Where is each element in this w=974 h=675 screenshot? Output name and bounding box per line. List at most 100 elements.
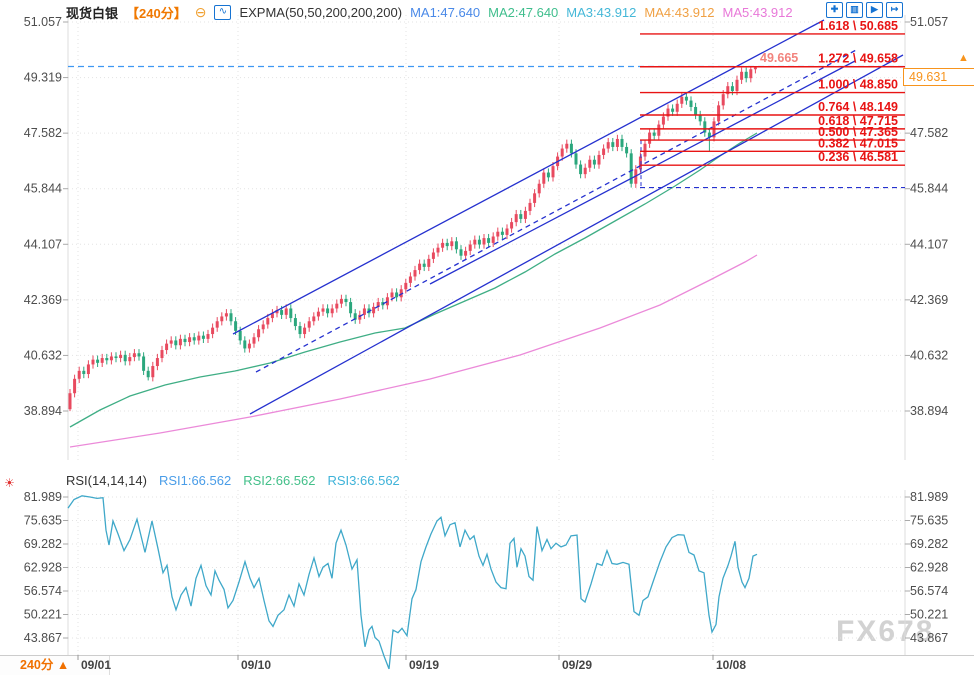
candle-body bbox=[707, 132, 711, 138]
candle-body bbox=[565, 143, 569, 149]
date-label: 09/19 bbox=[409, 658, 439, 672]
candle-body bbox=[312, 316, 316, 322]
candle-body bbox=[726, 86, 730, 95]
rsi-indicator-label[interactable]: RSI(14,14,14) bbox=[66, 473, 147, 488]
price-axis-label-left: 40.632 bbox=[24, 348, 62, 362]
price-axis-label-right: 47.582 bbox=[910, 126, 948, 140]
rsi3-value: RSI3:66.562 bbox=[327, 473, 400, 488]
candle-body bbox=[717, 105, 721, 122]
candle-body bbox=[220, 316, 224, 322]
candle-body bbox=[132, 353, 136, 358]
candle-body bbox=[165, 343, 169, 351]
candle-body bbox=[307, 321, 311, 328]
candle-body bbox=[330, 308, 334, 314]
candle-body bbox=[151, 366, 155, 378]
candle-body bbox=[326, 308, 330, 314]
candle-body bbox=[390, 292, 394, 298]
period-label[interactable]: 【240分】 bbox=[126, 6, 187, 21]
candle-body bbox=[505, 228, 509, 235]
fib-label: 0.618 \ 47.715 bbox=[818, 114, 898, 128]
candle-body bbox=[275, 310, 279, 314]
candle-body bbox=[588, 159, 592, 168]
candle-body bbox=[114, 356, 118, 359]
candle-body bbox=[500, 231, 504, 235]
rsi-axis-label-right: 69.282 bbox=[910, 537, 948, 551]
indicator-label[interactable]: EXPMA(50,50,200,200,200) bbox=[239, 5, 403, 20]
candle-body bbox=[201, 335, 205, 339]
price-axis-label-left: 38.894 bbox=[24, 404, 62, 418]
candle-body bbox=[753, 67, 757, 70]
candle-body bbox=[174, 340, 178, 346]
candle-body bbox=[542, 172, 546, 184]
exit-icon[interactable]: ↦ bbox=[886, 2, 903, 18]
candle-body bbox=[303, 327, 307, 335]
candle-body bbox=[169, 340, 173, 344]
rsi-axis-label-left: 50.221 bbox=[24, 608, 62, 622]
current-price-box: 49.631 bbox=[903, 68, 974, 86]
rsi-axis-label-left: 75.635 bbox=[24, 514, 62, 528]
candle-body bbox=[123, 354, 127, 362]
candle-body bbox=[284, 308, 288, 315]
pan-icon[interactable]: ✚ bbox=[826, 2, 843, 18]
candle-body bbox=[142, 356, 146, 371]
ma2-value: MA2:47.640 bbox=[488, 5, 559, 20]
trendline-channel-mid bbox=[255, 48, 859, 373]
ma5-value: MA5:43.912 bbox=[722, 5, 793, 20]
candle-body bbox=[611, 142, 615, 147]
ma4-value: MA4:43.912 bbox=[644, 5, 715, 20]
trend-chart-icon[interactable]: ▶ bbox=[866, 2, 883, 18]
candle-body bbox=[211, 327, 215, 335]
axis-chart-icon[interactable]: ▥ bbox=[846, 2, 863, 18]
price-axis-label-left: 44.107 bbox=[24, 237, 62, 251]
candle-body bbox=[684, 96, 688, 101]
candle-body bbox=[666, 108, 670, 117]
candle-body bbox=[464, 250, 468, 256]
rsi1-value: RSI1:66.562 bbox=[158, 473, 232, 488]
candle-body bbox=[238, 330, 242, 341]
candle-body bbox=[109, 356, 113, 361]
candle-body bbox=[528, 202, 532, 211]
candle-body bbox=[537, 183, 541, 194]
rsi-settings-icon[interactable]: ☀ bbox=[4, 476, 15, 490]
fib-label: 1.000 \ 48.850 bbox=[818, 78, 898, 92]
candle-body bbox=[615, 138, 619, 147]
price-up-arrow-icon: ▲ bbox=[958, 52, 969, 64]
ma3-value: MA3:43.912 bbox=[566, 5, 637, 20]
price-axis-label-left: 51.057 bbox=[24, 15, 62, 29]
candle-body bbox=[261, 324, 265, 330]
indicator-chart-icon[interactable]: ∿ bbox=[214, 5, 232, 20]
candle-body bbox=[418, 263, 422, 271]
rsi-axis-label-left: 43.867 bbox=[24, 631, 62, 645]
trendline-inner-support bbox=[429, 60, 856, 285]
period-tab[interactable]: 240分 ▲ bbox=[0, 656, 110, 675]
rsi-axis-label-right: 62.928 bbox=[910, 561, 948, 575]
candle-body bbox=[441, 242, 445, 248]
candle-body bbox=[353, 313, 357, 320]
rsi-axis-label-right: 43.867 bbox=[910, 631, 948, 645]
rsi-axis-label-right: 81.989 bbox=[910, 490, 948, 504]
candle-body bbox=[487, 238, 491, 243]
candle-body bbox=[597, 154, 601, 165]
candle-body bbox=[178, 338, 182, 346]
date-label: 09/10 bbox=[241, 658, 271, 672]
watermark: FX678 bbox=[836, 615, 935, 648]
rsi2-value: RSI2:66.562 bbox=[243, 473, 316, 488]
candle-body bbox=[339, 298, 343, 304]
candle-body bbox=[491, 236, 495, 243]
fib-label: 1.618 \ 50.685 bbox=[818, 19, 898, 33]
candle-body bbox=[694, 106, 698, 115]
rsi-axis-label-left: 69.282 bbox=[24, 537, 62, 551]
candle-body bbox=[533, 193, 537, 203]
price-axis-label-left: 49.319 bbox=[24, 71, 62, 85]
candle-body bbox=[408, 276, 412, 283]
link-toggle-icon[interactable]: ⊖ bbox=[194, 4, 207, 20]
alert-price-label[interactable]: 49.665 bbox=[760, 51, 799, 65]
candle-body bbox=[280, 310, 284, 315]
candle-body bbox=[473, 239, 477, 245]
candle-body bbox=[91, 359, 95, 365]
candle-body bbox=[560, 148, 564, 157]
candle-body bbox=[643, 143, 647, 157]
candle-body bbox=[468, 244, 472, 251]
price-axis-label-left: 45.844 bbox=[24, 182, 62, 196]
